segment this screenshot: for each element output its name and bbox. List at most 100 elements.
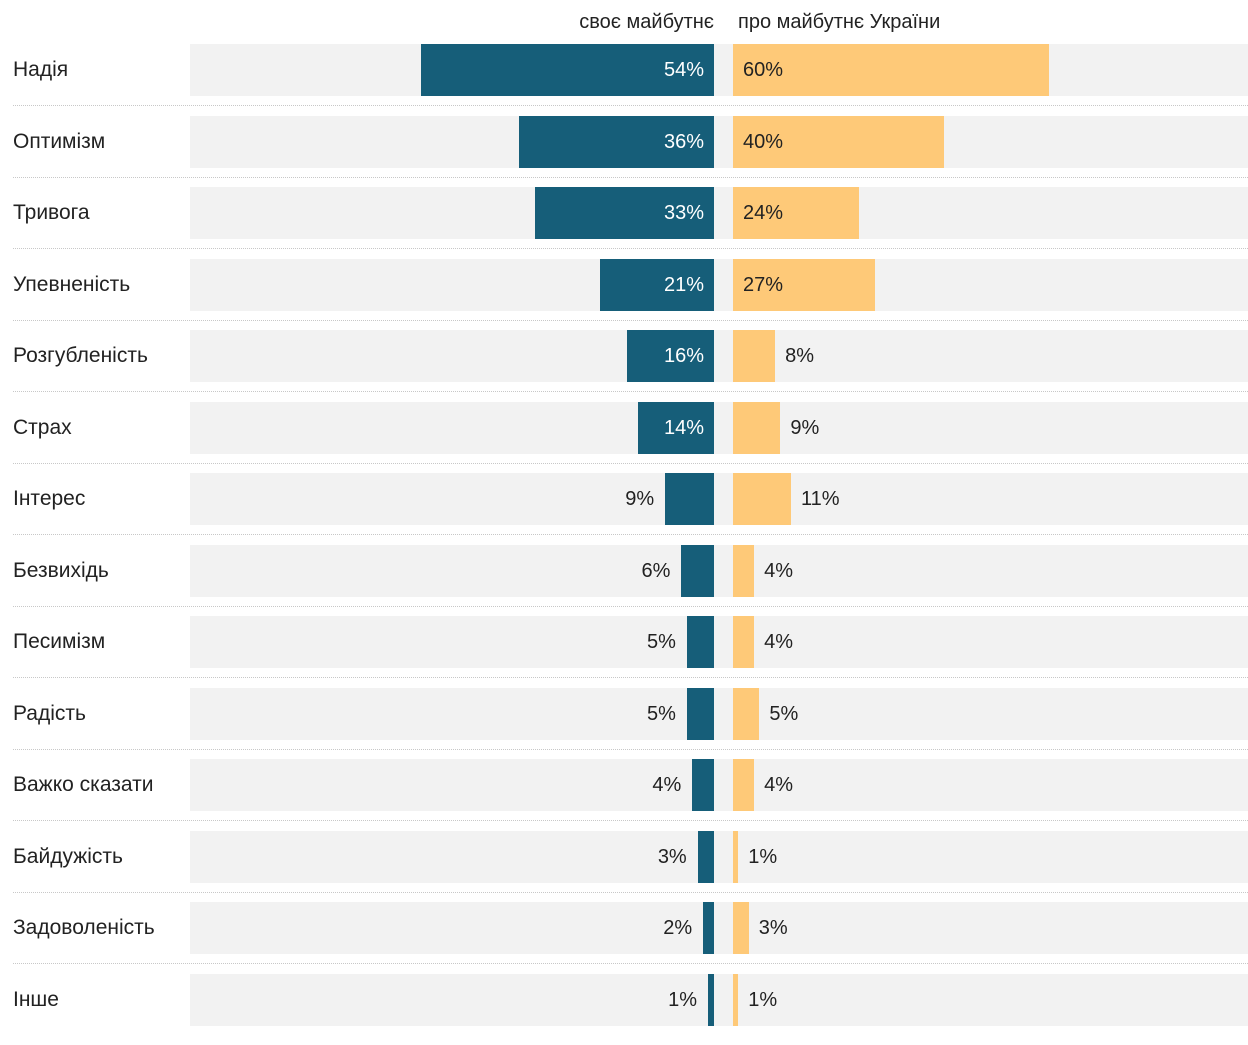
value-label-ukraine-future: 5% [769, 702, 799, 725]
chart-row: Важко сказати 4% 4% [0, 759, 1248, 830]
bar-ukraine-future [733, 401, 781, 454]
chart-row: Упевненість 21% 27% [0, 258, 1248, 330]
category-label: Страх [13, 415, 72, 439]
bar-ukraine-future [733, 115, 944, 168]
value-label-own-future: 4% [652, 774, 682, 796]
chart-row: Песимізм 5% 4% [0, 616, 1248, 687]
value-label-own-future: 16% [663, 345, 704, 367]
value-label-ukraine-future: 11% [800, 488, 840, 510]
bar-ukraine-future [733, 330, 776, 382]
row-divider [13, 748, 1248, 750]
bar-own-future [692, 759, 714, 811]
row-divider [13, 176, 1248, 178]
row-divider [13, 534, 1248, 535]
value-label-own-future: 54% [663, 59, 704, 81]
row-background [190, 115, 1248, 168]
value-label-ukraine-future: 60% [743, 59, 784, 81]
chart-row: Оптимізм 36% 40% [0, 115, 1248, 187]
category-label: Тривога [13, 201, 90, 224]
row-divider [13, 605, 1248, 607]
bar-own-future [686, 616, 714, 668]
chart-row: Радість 5% 5% [0, 687, 1248, 759]
value-label-ukraine-future: 3% [758, 917, 788, 939]
value-label-own-future: 14% [663, 416, 704, 439]
value-label-ukraine-future: 1% [748, 988, 778, 1011]
value-label-ukraine-future: 9% [790, 416, 820, 439]
chart-row: Задоволеність 2% 3% [0, 902, 1248, 973]
bar-ukraine-future [733, 44, 1050, 96]
bar-ukraine-future [733, 544, 755, 597]
bar-ukraine-future [733, 258, 876, 311]
category-label: Важко сказати [13, 773, 154, 796]
value-label-ukraine-future: 4% [764, 774, 793, 796]
bar-own-future [708, 973, 714, 1026]
category-label: Оптимізм [13, 129, 106, 153]
value-label-ukraine-future: 27% [743, 273, 784, 296]
value-label-own-future: 2% [663, 917, 693, 939]
chart-row: Інше 1% 1% [0, 973, 1248, 1045]
row-background [190, 687, 1248, 740]
category-label: Інше [13, 987, 59, 1011]
row-background [190, 401, 1248, 454]
category-label: Радість [13, 701, 86, 725]
row-background [190, 830, 1248, 883]
value-label-own-future: 3% [657, 845, 687, 868]
row-divider [13, 677, 1248, 678]
bar-ukraine-future [733, 902, 749, 954]
bar-ukraine-future [733, 687, 760, 740]
value-label-ukraine-future: 4% [764, 631, 793, 653]
category-label: Упевненість [13, 272, 131, 296]
chart-row: Розгубленість 16% 8% [0, 330, 1248, 401]
bar-ukraine-future [733, 973, 739, 1026]
chart-row: Інтерес 9% 11% [0, 473, 1248, 544]
bar-ukraine-future [733, 759, 755, 811]
chart-row: Безвихідь 6% 4% [0, 544, 1248, 616]
bar-ukraine-future [733, 616, 755, 668]
bar-ukraine-future [733, 830, 739, 883]
row-background [190, 187, 1248, 239]
row-background [190, 330, 1248, 382]
row-background [190, 44, 1248, 96]
series-header-right: про майбутнє України [738, 11, 941, 33]
value-label-ukraine-future: 24% [743, 202, 784, 224]
row-divider [13, 391, 1248, 392]
value-label-own-future: 5% [646, 631, 676, 653]
bar-own-future [420, 44, 714, 96]
value-label-ukraine-future: 8% [785, 345, 815, 367]
row-background [190, 258, 1248, 311]
value-label-own-future: 5% [646, 702, 676, 725]
row-divider [13, 891, 1248, 893]
row-background [190, 902, 1248, 954]
row-background [190, 616, 1248, 668]
bar-own-future [686, 687, 714, 740]
row-background [190, 544, 1248, 597]
diverging-bar-chart: своє майбутнє про майбутнє України Надія… [0, 11, 1248, 1026]
category-label: Розгубленість [13, 344, 148, 367]
row-divider [13, 820, 1248, 821]
row-background [190, 759, 1248, 811]
value-label-own-future: 36% [663, 130, 704, 153]
category-label: Інтерес [13, 487, 86, 510]
value-label-ukraine-future: 1% [748, 845, 778, 868]
row-divider [13, 248, 1248, 249]
value-label-own-future: 1% [668, 988, 697, 1011]
bar-own-future [637, 401, 714, 454]
value-label-own-future: 21% [663, 273, 704, 296]
value-label-own-future: 33% [663, 202, 704, 224]
bar-ukraine-future [733, 187, 860, 239]
row-divider [13, 462, 1248, 464]
chart-row: Тривога 33% 24% [0, 187, 1248, 258]
category-label: Байдужість [13, 844, 123, 868]
value-label-ukraine-future: 4% [764, 559, 793, 582]
value-label-own-future: 9% [625, 488, 655, 510]
chart-row: Надія 54% 60% [0, 44, 1248, 115]
bar-own-future [697, 830, 714, 883]
chart-row: Байдужість 3% 1% [0, 830, 1248, 902]
bar-own-future [534, 187, 714, 239]
bar-own-future [599, 258, 714, 311]
category-label: Безвихідь [13, 558, 109, 582]
chart-row: Страх 14% 9% [0, 401, 1248, 473]
category-label: Песимізм [13, 630, 106, 653]
category-label: Надія [13, 58, 69, 81]
row-background [190, 973, 1248, 1026]
